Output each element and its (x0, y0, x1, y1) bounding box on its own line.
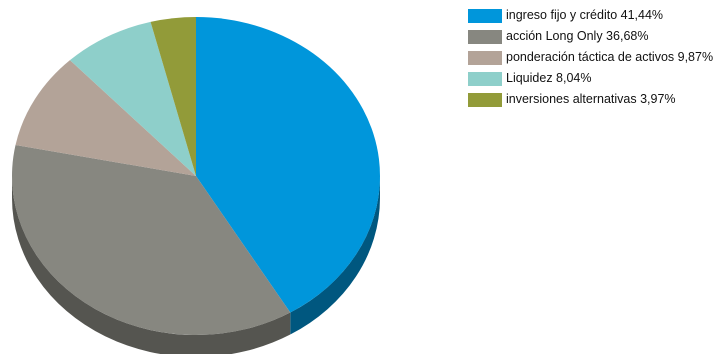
pie-slice-ingreso-fijo-y-credito (196, 17, 380, 313)
legend-swatch-ponderacion-tactica (468, 51, 502, 65)
legend-label-ingreso-fijo: ingreso fijo y crédito 41,44% (506, 8, 664, 22)
legend-item-liquidez: Liquidez 8,04% (468, 72, 714, 90)
pie-slice-accion-long-only (12, 145, 291, 336)
legend-label-accion-long-only: acción Long Only 36,68% (506, 29, 649, 43)
legend-swatch-accion-long-only (468, 30, 502, 44)
legend-item-ponderacion-tactica: ponderación táctica de activos 9,87% (468, 51, 714, 69)
legend-label-liquidez: Liquidez 8,04% (506, 71, 592, 85)
legend-item-ingreso-fijo: ingreso fijo y crédito 41,44% (468, 9, 714, 27)
pie-slice-ponderacion-tactica-de-activos (15, 60, 196, 176)
pie-side-accion-long-only (12, 176, 291, 354)
legend-swatch-inversiones-alternativas (468, 93, 502, 107)
legend-item-inversiones-alternativas: inversiones alternativas 3,97% (468, 93, 714, 111)
legend-swatch-ingreso-fijo (468, 9, 502, 23)
legend-label-ponderacion-tactica: ponderación táctica de activos 9,87% (506, 50, 714, 64)
pie-slice-inversiones-alternativas (150, 17, 196, 176)
legend-item-accion-long-only: acción Long Only 36,68% (468, 30, 714, 48)
legend-label-inversiones-alternativas: inversiones alternativas 3,97% (506, 92, 676, 106)
chart-legend: ingreso fijo y crédito 41,44% acción Lon… (468, 9, 714, 114)
pie-slice-liquidez (69, 21, 196, 176)
legend-swatch-liquidez (468, 72, 502, 86)
pie-side-ingreso-fijo-y-credito (290, 176, 380, 335)
